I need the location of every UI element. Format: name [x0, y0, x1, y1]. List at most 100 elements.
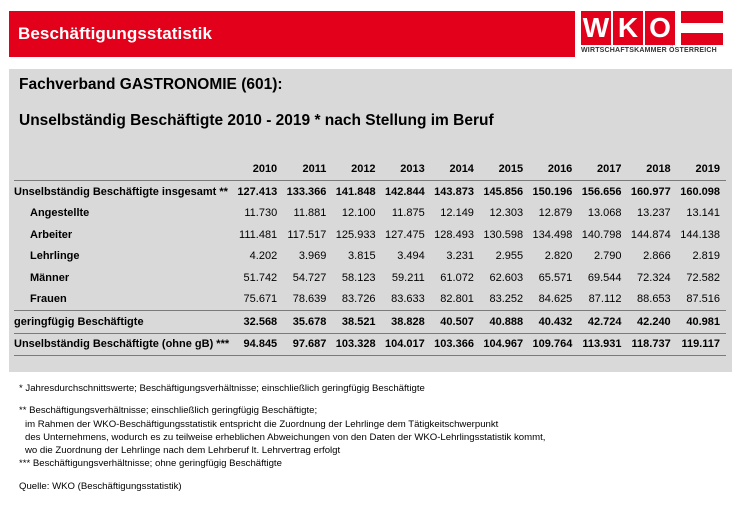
- table-cell: 61.072: [440, 271, 474, 284]
- row-label: Männer: [30, 271, 70, 284]
- table-cell: 130.598: [483, 228, 524, 241]
- table-cell: 11.730: [244, 207, 278, 220]
- table-cell: 140.798: [581, 228, 622, 241]
- table-cell: 128.493: [434, 228, 474, 241]
- table-cell: 3.494: [397, 250, 425, 263]
- row-label: Unselbständig Beschäftigte (ohne gB) ***: [14, 333, 234, 356]
- table-cell: 2.820: [544, 250, 573, 263]
- table-cell: 12.149: [440, 207, 474, 220]
- table-cell: 109.764: [529, 333, 579, 356]
- year-header-row: 2010 2011 2012 2013 2014 2015 2016 2017 …: [14, 158, 726, 181]
- footnotes: * Jahresdurchschnittswerte; Beschäftigun…: [19, 382, 545, 493]
- logo-letter-w: W: [581, 11, 611, 45]
- wko-logo: W K O WIRTSCHAFTSKAMMER ÖSTERREICH: [581, 11, 723, 57]
- table-cell: 38.828: [381, 310, 431, 334]
- table-cell: 58.123: [341, 271, 376, 284]
- table-cell: 2.790: [593, 250, 622, 263]
- table-cell: 160.098: [676, 180, 726, 203]
- table-row: geringfügig Beschäftigte 32.568 35.678 38.5…: [14, 310, 726, 334]
- section-title: Fachverband GASTRONOMIE (601):: [19, 76, 283, 93]
- table-cell: 42.724: [578, 310, 628, 334]
- table-cell: 94.845: [234, 333, 284, 356]
- footnote: ** Beschäftigungsverhältnisse; einschlie…: [19, 405, 318, 417]
- table-cell: 3.969: [298, 250, 327, 263]
- table-cell: 133.366: [283, 180, 333, 203]
- footnote: *** Beschäftigungsverhältnisse; ohne ger…: [19, 458, 282, 470]
- table-row: Männer 51.742 54.727 58.123 59.211 61.072 62.6…: [14, 267, 726, 289]
- table-cell: 83.726: [341, 293, 376, 306]
- table-row: Lehrlinge 4.202 3.969 3.815 3.494 3.231 2.955 2…: [14, 246, 726, 268]
- table-cell: 13.237: [637, 207, 671, 220]
- table-cell: 103.366: [430, 333, 480, 356]
- footnote: wo die Zuordnung der Lehrlinge nach dem …: [25, 445, 341, 457]
- table-cell: 119.117: [676, 333, 726, 356]
- table-cell: 12.303: [489, 207, 524, 220]
- table-cell: 69.544: [587, 271, 622, 284]
- table-cell: 62.603: [489, 271, 524, 284]
- table-cell: 104.967: [479, 333, 530, 356]
- table-cell: 4.202: [249, 250, 278, 263]
- year-header: 2017: [597, 163, 622, 175]
- table-cell: 2.955: [495, 250, 524, 263]
- year-header: 2012: [351, 163, 376, 175]
- table-cell: 87.516: [686, 293, 720, 306]
- table-cell: 83.633: [391, 293, 425, 306]
- footnote: im Rahmen der WKO-Beschäftigungsstatisti…: [25, 418, 499, 430]
- table-cell: 144.138: [680, 228, 720, 241]
- table-cell: 72.324: [637, 271, 671, 284]
- year-header: 2010: [252, 163, 278, 175]
- table-row: Arbeiter 111.481 117.517 125.933 127.475 128.…: [14, 224, 726, 246]
- year-header: 2013: [400, 163, 425, 175]
- table-cell: 84.625: [538, 293, 573, 306]
- table-cell: 2.866: [643, 250, 671, 263]
- logo-letters: W K O: [581, 11, 675, 45]
- footnote: * Jahresdurchschnittswerte; Beschäftigun…: [19, 383, 425, 394]
- statistics-table: 2010 2011 2012 2013 2014 2015 2016 2017 …: [14, 158, 726, 356]
- source-note: Quelle: WKO (Beschäftigungsstatistik): [19, 480, 182, 492]
- table-cell: 2.819: [692, 250, 720, 263]
- table-cell: 103.328: [332, 333, 382, 356]
- table-cell: 78.639: [292, 293, 327, 306]
- table-cell: 75.671: [243, 293, 278, 306]
- table-cell: 40.507: [430, 310, 480, 334]
- table-cell: 3.231: [446, 250, 474, 263]
- table-cell: 82.801: [440, 293, 474, 306]
- table-row: Angestellte 11.730 11.881 12.100 11.875 12.14…: [14, 203, 726, 225]
- table-cell: 38.521: [332, 310, 382, 334]
- table-row: Frauen 75.671 78.639 83.726 83.633 82.801 83.2…: [14, 289, 726, 311]
- table-cell: 72.582: [686, 271, 720, 284]
- table-cell: 141.848: [332, 180, 382, 203]
- table-cell: 160.977: [627, 180, 677, 203]
- footnote: des Unternehmens, wodurch es zu teilweis…: [25, 431, 546, 443]
- table-cell: 40.981: [676, 310, 726, 334]
- table-cell: 143.873: [430, 180, 480, 203]
- row-label: Angestellte: [30, 207, 90, 220]
- year-header: 2015: [498, 163, 524, 175]
- year-header: 2019: [695, 163, 720, 175]
- table-cell: 35.678: [283, 310, 333, 334]
- year-header: 2014: [449, 163, 474, 175]
- table-cell: 51.742: [243, 271, 278, 284]
- table-cell: 13.141: [686, 207, 720, 220]
- logo-letter-k: K: [613, 11, 643, 45]
- table-cell: 125.933: [335, 228, 376, 241]
- logo-flag-icon: [681, 11, 723, 45]
- table-cell: 42.240: [627, 310, 677, 334]
- year-header: 2018: [646, 163, 671, 175]
- table-cell: 3.815: [348, 250, 376, 263]
- table-cell: 127.413: [234, 180, 284, 203]
- table-cell: 13.068: [587, 207, 622, 220]
- row-label: Frauen: [30, 293, 67, 306]
- table-cell: 59.211: [391, 271, 425, 284]
- table-cell: 97.687: [283, 333, 333, 356]
- table-cell: 40.888: [479, 310, 530, 334]
- table-cell: 88.653: [637, 293, 671, 306]
- table-cell: 156.656: [578, 180, 628, 203]
- logo-subtitle: WIRTSCHAFTSKAMMER ÖSTERREICH: [581, 47, 717, 54]
- table-cell: 65.571: [538, 271, 573, 284]
- table-cell: 111.481: [239, 228, 278, 241]
- year-header: 2011: [302, 163, 327, 175]
- page-title: Beschäftigungsstatistik: [18, 24, 213, 43]
- table-cell: 12.100: [341, 207, 376, 220]
- table-cell: 11.875: [391, 207, 425, 220]
